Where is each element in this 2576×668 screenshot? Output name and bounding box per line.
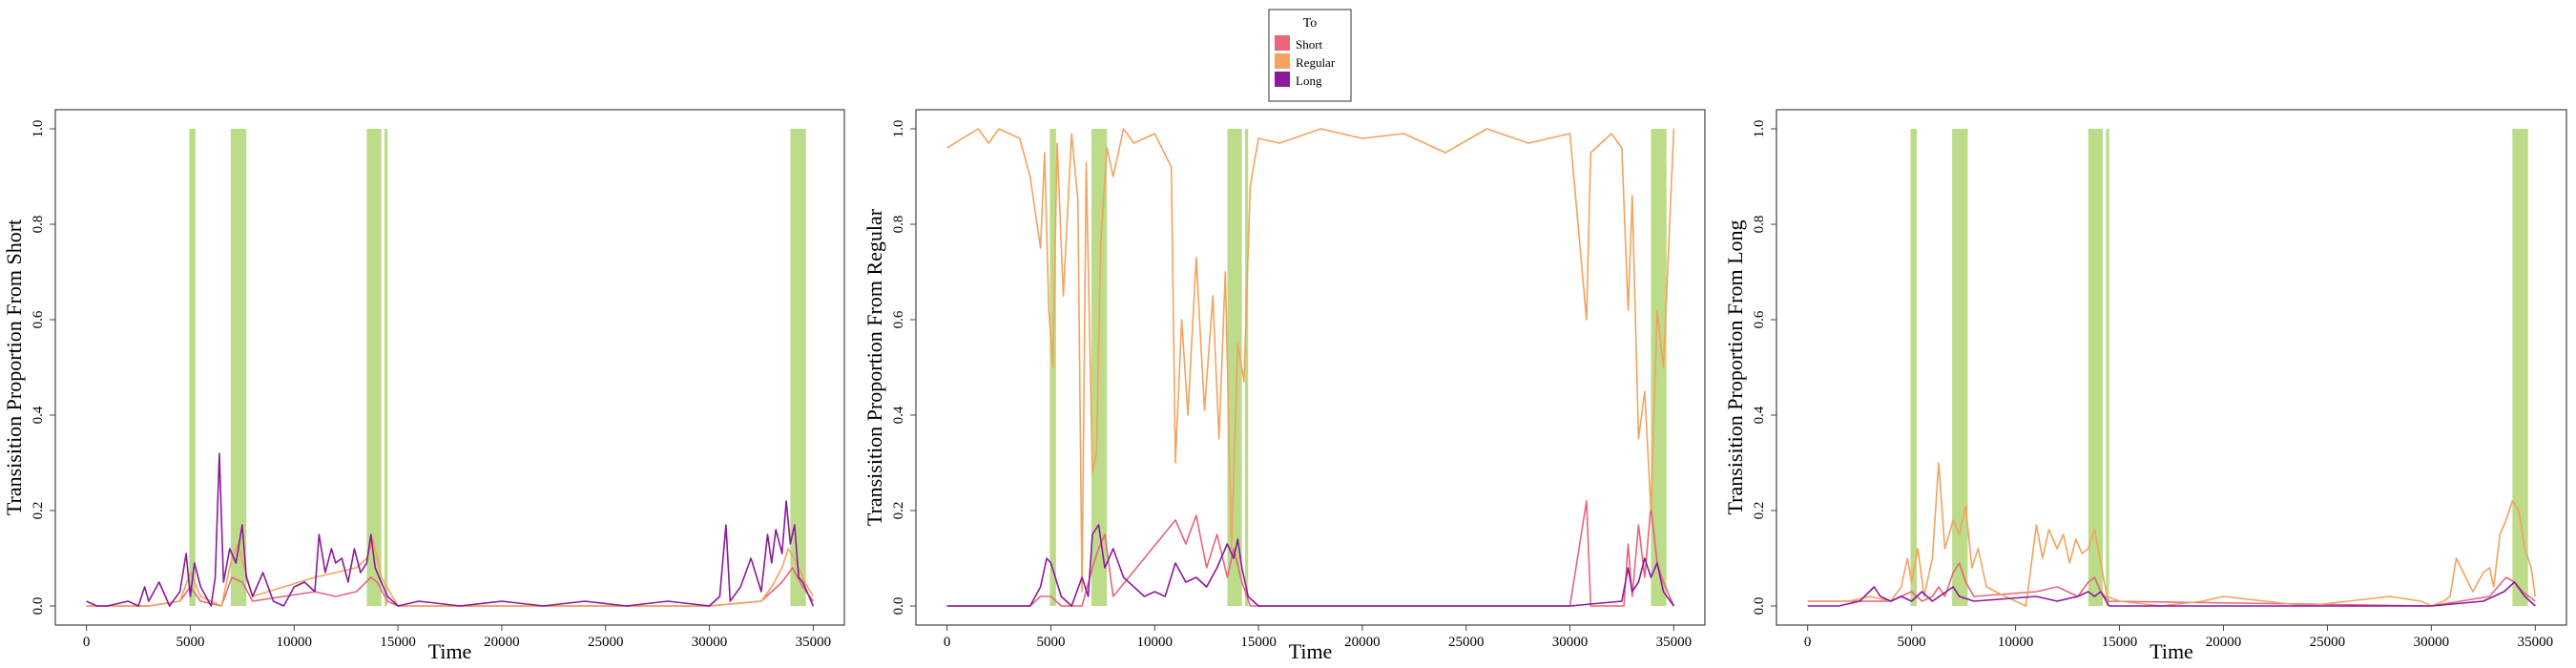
highlight-band-1: [1910, 129, 1918, 606]
y-tick-label: 0.4: [31, 406, 46, 424]
x-tick-label: 25000: [588, 635, 624, 650]
x-tick-label: 0: [83, 635, 91, 650]
series-line-long: [86, 452, 815, 607]
plot-frame: [915, 109, 1706, 626]
series-line-regular: [946, 128, 1675, 593]
highlight-band-4: [2106, 129, 2109, 606]
y-tick-label: 0.2: [31, 502, 46, 520]
highlight-band-3: [2088, 129, 2104, 606]
chart-panel-1: 0 5000 10000 15000 20000 25000 30000 35000 0.0 0.…: [2, 109, 845, 663]
x-axis-title: Time: [2150, 639, 2193, 663]
x-tick-label: 20000: [484, 635, 520, 650]
x-tick-label: 15000: [2102, 635, 2138, 650]
chart-panel-3: 0 5000 10000 15000 20000 25000 30000 35000 0.0 0.…: [1723, 109, 2567, 663]
x-tick-label: 25000: [1448, 635, 1485, 650]
series-line-long: [1807, 581, 2536, 607]
y-tick-label: 0.0: [1752, 597, 1767, 616]
x-tick-label: 5000: [1898, 635, 1926, 650]
x-tick-label: 10000: [277, 635, 313, 650]
x-tick-label: 35000: [1656, 635, 1693, 650]
y-tick-label: 1.0: [1752, 120, 1767, 138]
highlight-band-3: [366, 129, 382, 606]
highlight-band-4: [1244, 129, 1249, 606]
legend-label-long: Long: [1296, 73, 1322, 88]
x-tick-label: 30000: [1552, 635, 1589, 650]
x-tick-label: 0: [944, 635, 951, 650]
legend-swatch-short: [1275, 35, 1290, 51]
x-axis-title: Time: [428, 639, 472, 663]
plot-frame: [54, 109, 845, 626]
x-axis-title: Time: [1289, 639, 1333, 663]
legend-label-short: Short: [1296, 37, 1323, 52]
y-tick-label: 0.0: [891, 597, 906, 616]
legend-label-regular: Regular: [1296, 55, 1336, 70]
y-tick-label: 0.4: [891, 406, 906, 424]
y-axis-title: Transisition Proportion From Regular: [862, 208, 886, 526]
x-tick-label: 10000: [1998, 635, 2034, 650]
y-axis-title: Transisition Proportion From Long: [1723, 219, 1747, 514]
series-line-short: [86, 567, 815, 607]
series-line-short: [1807, 562, 2536, 607]
x-tick-label: 5000: [1036, 635, 1065, 650]
highlight-band-5: [1651, 129, 1667, 606]
x-tick-label: 25000: [2310, 635, 2346, 650]
x-tick-label: 35000: [2518, 635, 2554, 650]
y-tick-label: 0.6: [891, 310, 906, 328]
legend-swatch-regular: [1275, 53, 1290, 69]
series-line-regular: [86, 538, 815, 607]
x-tick-label: 20000: [2206, 635, 2242, 650]
y-tick-label: 1.0: [31, 120, 46, 138]
x-tick-label: 15000: [1240, 635, 1277, 650]
y-tick-label: 0.8: [891, 216, 906, 234]
highlight-band-2: [1952, 129, 1968, 606]
plot-frame: [1776, 109, 2567, 626]
highlight-band-2: [230, 129, 247, 606]
highlight-band-3: [1227, 129, 1242, 606]
x-tick-label: 10000: [1137, 635, 1174, 650]
x-tick-label: 35000: [796, 635, 832, 650]
highlight-band-2: [1091, 129, 1108, 606]
series-line-long: [946, 524, 1675, 607]
y-tick-label: 0.8: [31, 216, 46, 234]
x-tick-label: 30000: [2414, 635, 2450, 650]
y-tick-label: 0.6: [31, 310, 46, 328]
x-tick-label: 15000: [380, 635, 416, 650]
highlight-band-5: [790, 129, 806, 606]
series-line-short: [946, 500, 1675, 607]
chart-panel-2: 0 5000 10000 15000 20000 25000 30000 35000 0.0 0.…: [862, 109, 1706, 663]
series-line-regular: [1807, 462, 2537, 607]
legend: To Short Regular Long: [1268, 9, 1352, 102]
highlight-band-1: [189, 129, 196, 606]
x-tick-label: 5000: [176, 635, 204, 650]
x-tick-label: 0: [1804, 635, 1812, 650]
y-tick-label: 0.6: [1752, 310, 1767, 328]
legend-title: To: [1303, 16, 1318, 31]
y-tick-label: 0.8: [1752, 216, 1767, 234]
y-tick-label: 0.2: [1752, 502, 1767, 520]
y-tick-label: 0.4: [1752, 406, 1767, 424]
legend-swatch-long: [1275, 72, 1290, 87]
x-tick-label: 20000: [1344, 635, 1381, 650]
y-tick-label: 1.0: [891, 120, 906, 138]
y-tick-label: 0.2: [891, 502, 906, 520]
x-tick-label: 30000: [692, 635, 728, 650]
y-axis-title: Transisition Proportion From Short: [2, 219, 26, 515]
highlight-band-4: [384, 129, 388, 606]
highlight-band-5: [2512, 129, 2528, 606]
y-tick-label: 0.0: [31, 597, 46, 616]
